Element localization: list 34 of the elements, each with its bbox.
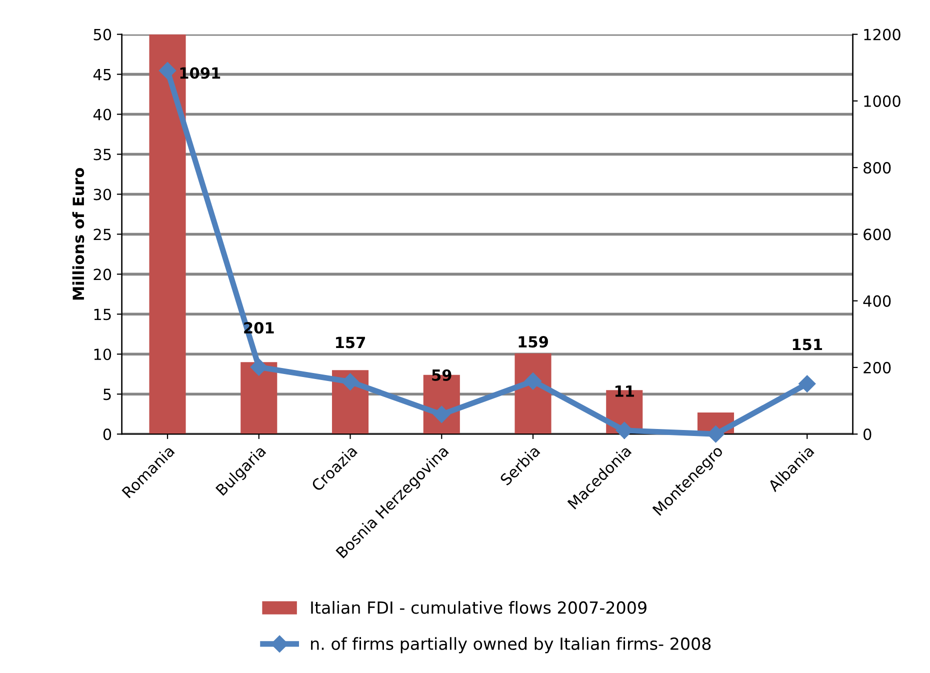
y2-tick-label: 0 xyxy=(864,428,872,440)
y-tick-label: 40 xyxy=(93,108,112,120)
point xyxy=(616,422,633,439)
bar xyxy=(240,362,278,434)
y-tick-label: 15 xyxy=(94,308,111,320)
y2-tick-label: 800 xyxy=(864,162,891,174)
point xyxy=(524,372,542,390)
point xyxy=(433,406,450,423)
y-tick-label: 45 xyxy=(93,68,111,80)
y2-tick-label: 200 xyxy=(864,362,891,374)
data-label: 1091 xyxy=(180,67,220,79)
y-tick-label: 0 xyxy=(103,428,112,440)
y-tick-label: 50 xyxy=(94,28,112,40)
point xyxy=(707,426,724,443)
data-label: 157 xyxy=(336,336,365,348)
y-tick-label: 20 xyxy=(94,268,112,280)
y2-tick-label: 1200 xyxy=(864,28,900,40)
y2-tick-label: 1000 xyxy=(864,95,900,107)
legend-label: Italian FDI - cumulative flows 2007-2009 xyxy=(311,600,646,614)
y2-tick-label: 600 xyxy=(864,228,891,240)
y2-tick-label: 400 xyxy=(863,295,891,307)
y-axis-title: Millions of Euro xyxy=(72,168,84,300)
point xyxy=(798,375,816,392)
y-tick-label: 30 xyxy=(94,188,112,200)
y-tick-label: 35 xyxy=(94,148,111,160)
point xyxy=(158,62,176,80)
y-tick-label: 25 xyxy=(94,228,111,240)
data-label: 151 xyxy=(792,338,822,350)
point xyxy=(342,373,359,390)
y-tick-label: 5 xyxy=(104,388,111,400)
y-tick-label: 10 xyxy=(94,348,112,360)
data-label: 159 xyxy=(518,336,548,348)
point xyxy=(250,358,268,376)
legend-label: n. of firms partially owned by Italian firms- 2008 xyxy=(311,637,711,654)
